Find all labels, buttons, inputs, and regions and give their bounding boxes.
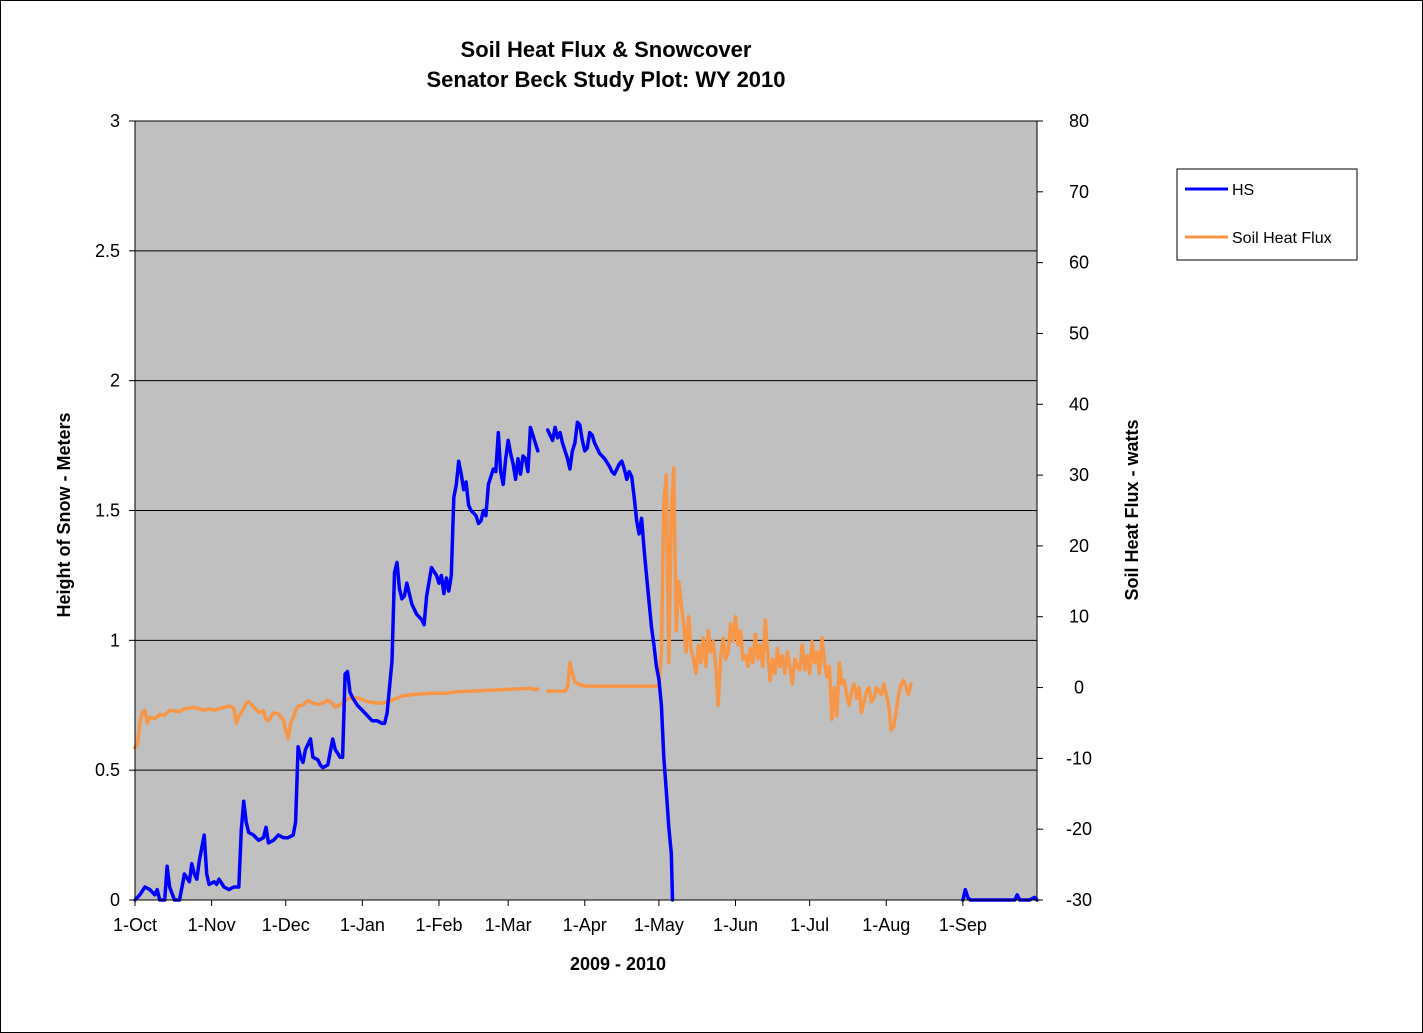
y2-tick-label: 20	[1069, 536, 1089, 556]
y2-tick-label: 80	[1069, 111, 1089, 131]
y2-tick-label: -30	[1066, 890, 1092, 910]
y2-axis-label: Soil Heat Flux - watts	[1122, 419, 1142, 600]
x-tick-label: 1-Apr	[563, 915, 607, 935]
y2-tick-label: 30	[1069, 465, 1089, 485]
series-line-soil-heat-flux	[133, 686, 540, 750]
x-tick-label: 1-Jul	[790, 915, 829, 935]
y2-tick-label: 70	[1069, 182, 1089, 202]
x-tick-label: 1-Oct	[113, 915, 157, 935]
x-tick-label: 1-May	[634, 915, 684, 935]
x-tick-label: 1-Mar	[485, 915, 532, 935]
x-axis-tick-labels: 1-Oct 1-Nov 1-Dec 1-Jan 1-Feb 1-Mar 1-Apr 1-May…	[113, 915, 987, 935]
x-axis-label: 2009 - 2010	[570, 954, 666, 974]
axes	[129, 120, 1043, 906]
y-tick-label: 0	[110, 890, 120, 910]
chart-title: Soil Heat Flux & Snowcover	[461, 37, 752, 62]
legend: HS Soil Heat Flux	[1176, 168, 1358, 261]
series-line-hs	[133, 425, 540, 902]
legend-box	[1176, 168, 1358, 261]
y2-tick-label: 40	[1069, 394, 1089, 414]
x-tick-label: 1-Dec	[262, 915, 310, 935]
y-tick-label: 0.5	[95, 760, 120, 780]
right-axis-tick-labels: -30 -20 -10 0 10 20 30 40 50 60 70 80	[1066, 111, 1092, 910]
left-axis-tick-labels: 0 0.5 1 1.5 2 2.5 3	[95, 111, 120, 910]
y-tick-label: 1.5	[95, 501, 120, 521]
series-line-hs	[545, 420, 675, 902]
y2-tick-label: -20	[1066, 819, 1092, 839]
legend-label-soil-heat-flux: Soil Heat Flux	[1232, 230, 1332, 247]
x-tick-label: 1-Sep	[939, 915, 987, 935]
x-tick-label: 1-Aug	[862, 915, 910, 935]
y2-tick-label: 10	[1069, 607, 1089, 627]
x-tick-label: 1-Feb	[415, 915, 462, 935]
y2-tick-label: -10	[1066, 748, 1092, 768]
y-axis-label: Height of Snow - Meters	[54, 412, 74, 617]
x-tick-label: 1-Nov	[188, 915, 236, 935]
series-line-soil-heat-flux	[545, 466, 913, 732]
chart-subtitle: Senator Beck Study Plot: WY 2010	[426, 67, 785, 92]
x-tick-label: 1-Jan	[340, 915, 385, 935]
legend-label-hs: HS	[1232, 182, 1254, 199]
x-tick-label: 1-Jun	[713, 915, 758, 935]
y2-tick-label: 50	[1069, 323, 1089, 343]
y-tick-label: 2.5	[95, 241, 120, 261]
gridlines	[135, 120, 1037, 771]
y-tick-label: 1	[110, 630, 120, 650]
series-group	[133, 420, 1039, 902]
y2-tick-label: 60	[1069, 253, 1089, 273]
y-tick-label: 2	[110, 371, 120, 391]
y-tick-label: 3	[110, 111, 120, 131]
y2-tick-label: 0	[1074, 678, 1084, 698]
